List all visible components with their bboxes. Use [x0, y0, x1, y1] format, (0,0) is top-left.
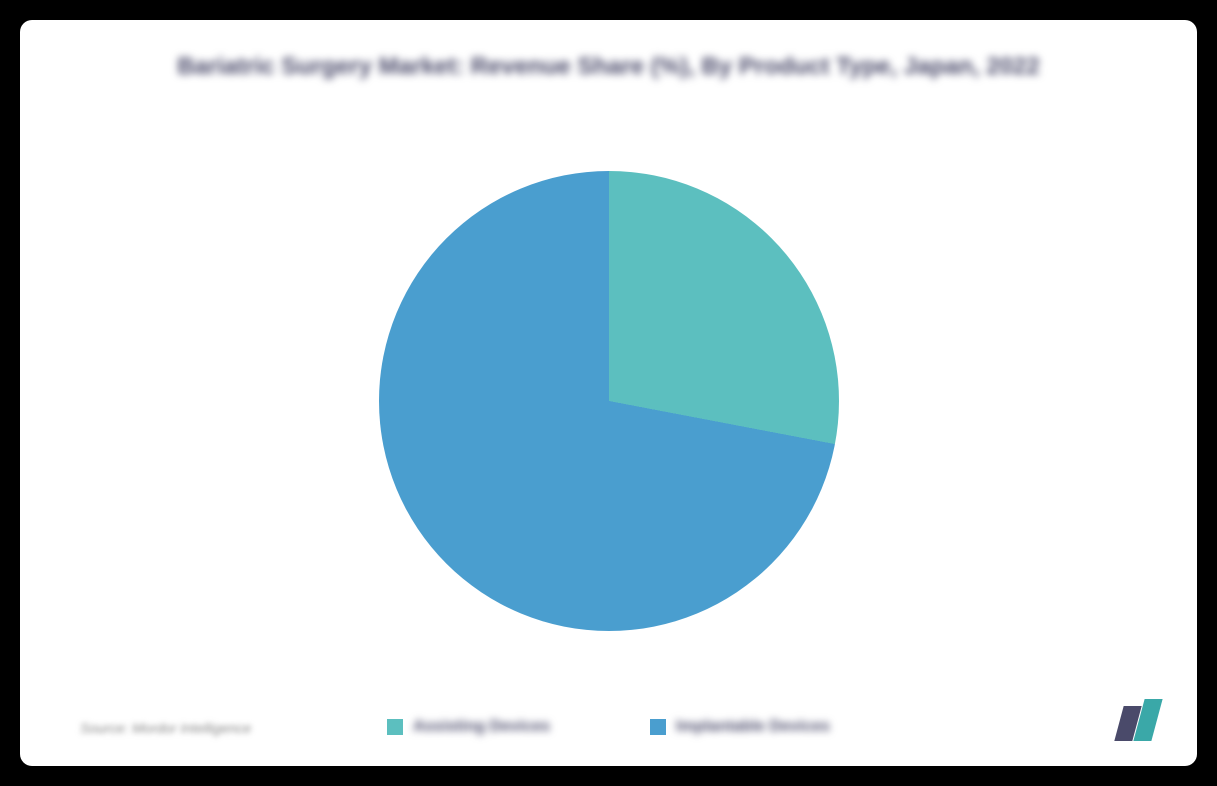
chart-title: Bariatric Surgery Market: Revenue Share … — [177, 50, 1040, 84]
legend-item: Implantable Devices — [650, 718, 830, 736]
legend-label-0: Assisting Devices — [413, 718, 550, 736]
source-text: Source: Mordor Intelligence — [80, 720, 251, 736]
chart-container: Bariatric Surgery Market: Revenue Share … — [20, 20, 1197, 766]
logo — [1119, 699, 1157, 741]
legend: Assisting Devices Implantable Devices — [387, 718, 830, 736]
legend-swatch-1 — [650, 719, 666, 735]
legend-item: Assisting Devices — [387, 718, 550, 736]
legend-swatch-0 — [387, 719, 403, 735]
legend-label-1: Implantable Devices — [676, 718, 830, 736]
pie-wrapper — [379, 104, 839, 698]
pie-chart — [379, 171, 839, 631]
